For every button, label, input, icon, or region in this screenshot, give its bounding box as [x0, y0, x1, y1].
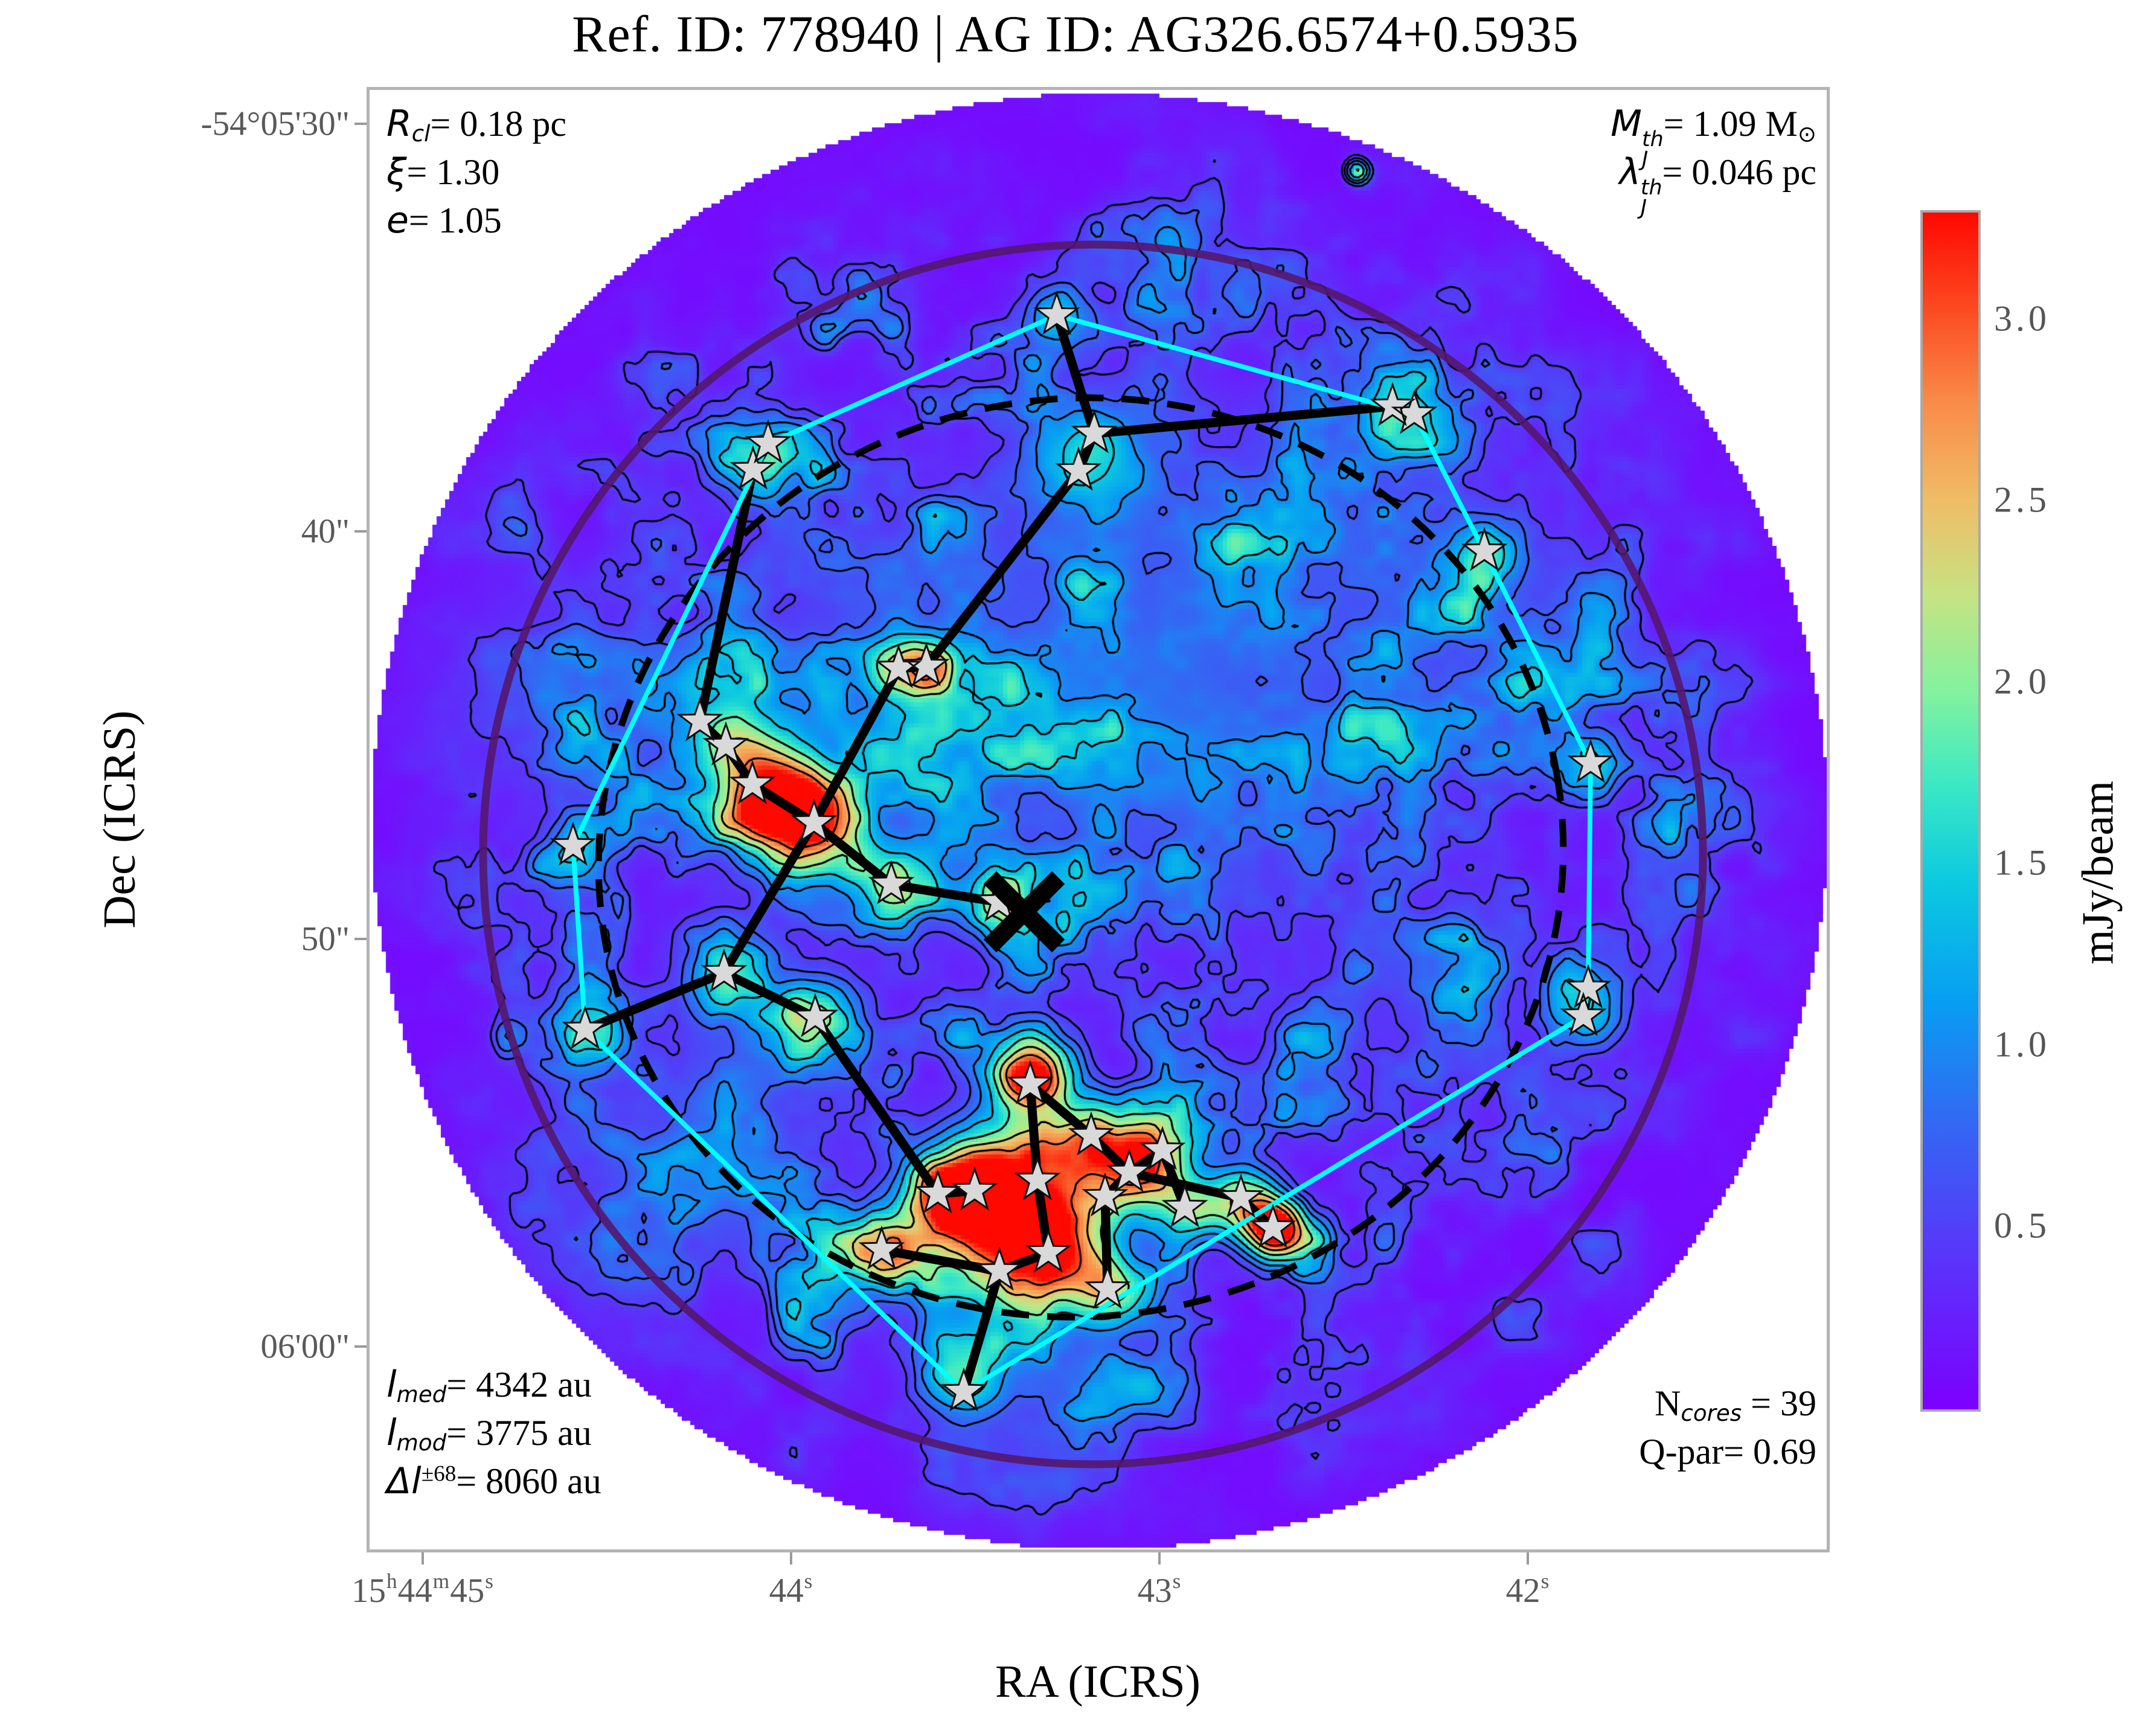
intensity-map-canvas: [369, 89, 1827, 1549]
x-tick-mark: [1158, 1552, 1161, 1565]
cluster-radius-stats-line: e= 1.05: [386, 199, 502, 242]
y-tick-label-1: 40": [301, 512, 350, 551]
y-tick-label-3: 06'00": [260, 1327, 350, 1366]
separation-stats: lmed= 4342 au lmod= 3775 au Δl±68= 8060 au: [386, 1363, 601, 1508]
colorbar-tick-0.5: 0.5: [1994, 1205, 2050, 1246]
cluster-radius-circle: [479, 240, 1707, 1469]
colorbar-tick-3.0: 3.0: [1994, 298, 2050, 339]
cluster-radius-stats: Rcl= 0.18 pc ξ= 1.30 e= 1.05: [386, 103, 566, 248]
y-tick-mark: [354, 1345, 367, 1348]
fitted-ellipse-dashed: [595, 394, 1567, 1321]
x-axis-label: RA (ICRS): [995, 1656, 1201, 1707]
x-tick-mark: [790, 1552, 792, 1565]
core-count-stats-line: Ncores = 39: [1655, 1383, 1816, 1427]
axis-spine-left: [367, 87, 370, 1552]
x-tick-mark: [422, 1552, 424, 1565]
x-tick-label-2: 43s: [1137, 1569, 1181, 1610]
separation-stats-line: Δl±68= 8060 au: [386, 1460, 601, 1502]
center-cross-marker: [983, 871, 1065, 953]
x-tick-label-3: 42s: [1505, 1569, 1550, 1610]
cluster-radius-stats-line: ξ= 1.30: [386, 151, 500, 193]
y-tick-label-2: 50": [301, 920, 350, 958]
y-tick-mark: [354, 530, 367, 533]
colorbar-tick-2.0: 2.0: [1994, 661, 2050, 702]
core-count-stats-line: Q-par= 0.69: [1639, 1432, 1816, 1472]
axis-spine-top: [367, 87, 1829, 90]
separation-stats-line: lmod= 3775 au: [386, 1412, 592, 1456]
core-star-markers: [550, 290, 1614, 1412]
y-tick-mark: [354, 123, 367, 125]
x-tick-mark: [1527, 1552, 1529, 1565]
colorbar-label: mJy/beam: [2073, 780, 2123, 965]
colorbar-tick-2.5: 2.5: [1994, 479, 2050, 520]
core-count-stats: Ncores = 39 Q-par= 0.69: [1639, 1383, 1816, 1479]
axis-spine-bottom: [367, 1549, 1829, 1552]
x-tick-label-0: 15h44m45s: [351, 1569, 493, 1610]
colorbar-tick-1.0: 1.0: [1994, 1024, 2050, 1065]
colorbar-tick-1.5: 1.5: [1994, 842, 2050, 883]
jeans-stats-line: λ th J = 0.046 pc: [1619, 151, 1816, 220]
map-overlay: [479, 240, 1707, 1469]
page-title: Ref. ID: 778940 | AG ID: AG326.6574+0.59…: [572, 5, 1579, 63]
axis-spine-right: [1827, 87, 1830, 1552]
x-tick-label-1: 44s: [769, 1569, 813, 1610]
y-tick-mark: [354, 938, 367, 940]
colorbar: [1920, 210, 1981, 1412]
separation-stats-line: lmed= 4342 au: [386, 1363, 592, 1408]
y-tick-label-0: -54°05'30": [200, 104, 350, 143]
y-axis-label: Dec (ICRS): [94, 710, 145, 929]
cluster-radius-stats-line: Rcl= 0.18 pc: [386, 103, 566, 147]
